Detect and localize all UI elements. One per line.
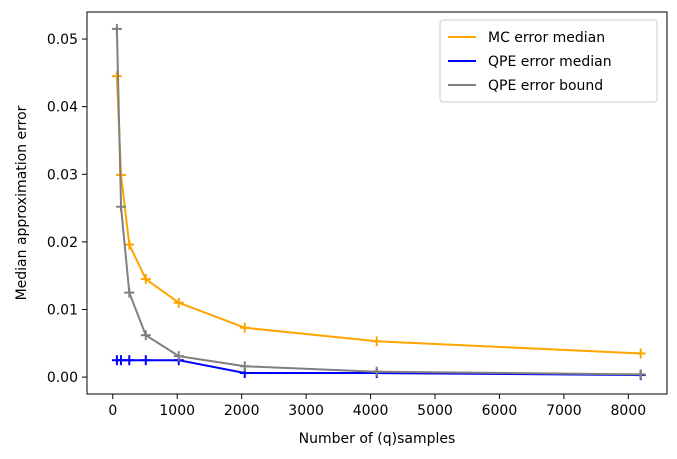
data-point (173, 351, 184, 362)
x-tick-label: 4000 (353, 403, 389, 419)
data-point (173, 297, 184, 308)
legend-label: MC error median (488, 30, 605, 46)
legend-box (439, 19, 658, 103)
data-point (111, 23, 122, 34)
data-point (635, 369, 646, 380)
plot-frame (86, 11, 668, 395)
data-point (635, 348, 646, 359)
legend-item: QPE error median (448, 54, 612, 70)
x-tick-label: 3000 (288, 403, 324, 419)
x-tick-label: 6000 (482, 403, 518, 419)
x-tick-label: 5000 (417, 403, 453, 419)
y-tick-label: 0.01 (47, 302, 78, 318)
data-point (124, 287, 135, 298)
series-line (115, 28, 641, 376)
x-axis: 0 1000 2000 3000 4000 5000 6000 7000 8000 (108, 394, 646, 419)
x-tick-label: 1000 (159, 403, 195, 419)
y-tick-label: 0.02 (47, 235, 78, 251)
data-point (371, 336, 382, 347)
y-tick-label: 0.03 (47, 167, 78, 183)
x-tick-label: 2000 (224, 403, 260, 419)
y-axis: 0.00 0.01 0.02 0.03 0.04 0.05 (47, 32, 87, 386)
legend-item: QPE error bound (448, 78, 603, 94)
legend-label: QPE error median (488, 54, 612, 70)
data-point (239, 322, 250, 333)
x-tick-label: 7000 (546, 403, 582, 419)
data-point (111, 71, 122, 82)
series-layer (111, 23, 646, 381)
data-point (371, 366, 382, 377)
y-axis-label: Median approximation error (14, 105, 30, 300)
x-tick-label: 8000 (611, 403, 647, 419)
series-line (115, 76, 641, 355)
data-point (140, 330, 151, 341)
x-axis-label: Number of (q)samples (299, 431, 456, 447)
series-0 (111, 71, 646, 359)
data-point (239, 361, 250, 372)
data-point (116, 201, 127, 212)
data-point (124, 239, 135, 250)
legend-label: QPE error bound (488, 78, 603, 94)
legend-item: MC error median (448, 30, 605, 46)
series-2 (111, 23, 646, 380)
y-tick-label: 0.05 (47, 32, 78, 48)
data-point (140, 274, 151, 285)
data-point (140, 355, 151, 366)
y-tick-label: 0.04 (47, 100, 78, 116)
legend: MC error median QPE error median QPE error… (439, 19, 658, 103)
x-tick-label: 0 (108, 403, 117, 419)
data-point (124, 355, 135, 366)
y-tick-label: 0.00 (47, 370, 78, 386)
